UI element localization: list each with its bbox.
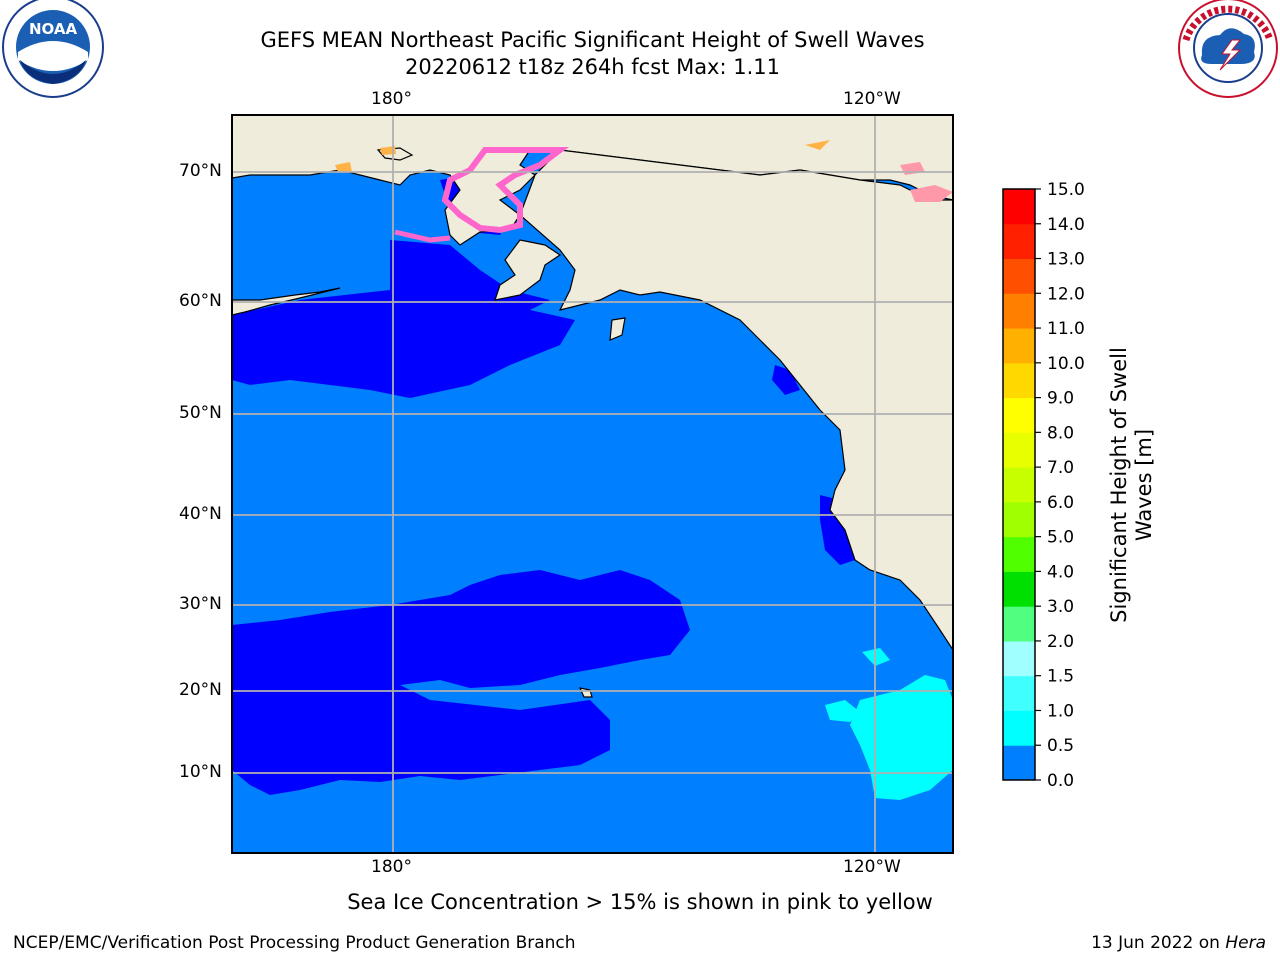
colorbar-tick-label: 13.0 — [1047, 250, 1085, 270]
colorbar-segment — [1003, 640, 1035, 677]
colorbar-segment — [1003, 397, 1035, 433]
footer-host: Hera — [1225, 933, 1266, 953]
lat-label-60n: 60°N — [179, 291, 222, 311]
colorbar-tick-label: 4.0 — [1047, 562, 1074, 582]
colorbar-segment — [1003, 536, 1035, 572]
colorbar-segment — [1003, 189, 1035, 225]
colorbar-segment — [1003, 745, 1035, 781]
map-area — [232, 115, 953, 853]
colorbar: 15.0 14.0 13.0 12.0 11.0 10.0 9.0 8.0 7.0 6.0 5.0 4… — [1002, 180, 1085, 791]
noaa-gull-icon — [18, 41, 88, 71]
lat-label-70n: 70°N — [179, 161, 222, 181]
colorbar-segment — [1003, 571, 1035, 607]
map-frame — [231, 114, 954, 854]
colorbar-segment — [1003, 501, 1035, 538]
noaa-logo: NOAA — [2, 0, 104, 98]
colorbar-tick-label: 3.0 — [1047, 597, 1074, 617]
colorbar-segment — [1003, 293, 1035, 329]
footer-date-text: 13 Jun 2022 on — [1091, 933, 1226, 953]
colorbar-tick-label: 0.0 — [1047, 771, 1074, 791]
colorbar-segment — [1003, 328, 1035, 364]
colorbar-tick-label: 0.5 — [1047, 736, 1074, 756]
graticule — [232, 115, 953, 853]
colorbar-tick-label: 2.0 — [1047, 632, 1074, 652]
lat-label-10n: 10°N — [179, 762, 222, 782]
colorbar-segment — [1003, 675, 1035, 711]
colorbar-tick-label: 10.0 — [1047, 354, 1085, 374]
chart-subtitle: 20220612 t18z 264h fcst Max: 1.11 — [405, 55, 780, 79]
lat-label-40n: 40°N — [179, 504, 222, 524]
colorbar-tick-label: 9.0 — [1047, 389, 1074, 409]
colorbar-tick-label: 15.0 — [1047, 180, 1085, 200]
colorbar-segment — [1003, 258, 1035, 294]
sea-ice — [335, 140, 953, 243]
colorbar-segment — [1003, 223, 1035, 260]
lon-label-bottom-180: 180° — [371, 857, 412, 877]
footer-branch: NCEP/EMC/Verification Post Processing Pr… — [13, 933, 576, 953]
sea-ice-caption: Sea Ice Concentration > 15% is shown in … — [347, 890, 933, 914]
nws-logo — [1178, 0, 1278, 98]
colorbar-segment — [1003, 432, 1035, 468]
colorbar-segment — [1003, 467, 1035, 503]
colorbar-tick-label: 14.0 — [1047, 215, 1085, 235]
lon-label-bottom-120w: 120°W — [843, 857, 901, 877]
noaa-logo-text: NOAA — [29, 20, 78, 38]
lat-label-50n: 50°N — [179, 403, 222, 423]
colorbar-tick-label: 7.0 — [1047, 458, 1074, 478]
colorbar-tick-label: 1.5 — [1047, 667, 1074, 687]
lightning-icon — [1219, 39, 1242, 71]
colorbar-segment — [1003, 362, 1035, 399]
colorbar-tick-label: 1.0 — [1047, 701, 1074, 721]
colorbar-segment — [1003, 606, 1035, 642]
lat-label-20n: 20°N — [179, 680, 222, 700]
colorbar-tick-label: 11.0 — [1047, 319, 1085, 339]
colorbar-label: Significant Height of Swell Waves [m] — [1107, 347, 1156, 623]
low-swell-regions — [232, 175, 855, 795]
colorbar-tick-label: 5.0 — [1047, 528, 1074, 548]
lon-label-top-120w: 120°W — [843, 89, 901, 109]
footer-date: 13 Jun 2022 on Hera — [1091, 933, 1266, 953]
lat-label-30n: 30°N — [179, 594, 222, 614]
chart-title: GEFS MEAN Northeast Pacific Significant … — [260, 28, 925, 52]
colorbar-tick-label: 6.0 — [1047, 493, 1074, 513]
colorbar-tick-label: 8.0 — [1047, 423, 1074, 443]
colorbar-segment — [1003, 710, 1035, 746]
colorbar-tick-label: 12.0 — [1047, 284, 1085, 304]
lon-label-top-180: 180° — [371, 89, 412, 109]
